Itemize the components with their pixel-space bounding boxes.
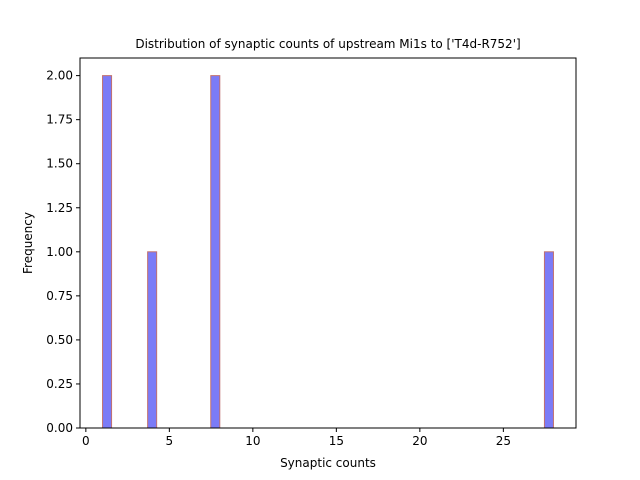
- y-tick-label: 0.50: [46, 333, 73, 347]
- x-tick-label: 5: [166, 434, 174, 448]
- chart-title: Distribution of synaptic counts of upstr…: [135, 37, 520, 51]
- x-axis-label: Synaptic counts: [280, 456, 376, 470]
- x-tick-label: 10: [245, 434, 260, 448]
- y-tick-label: 1.75: [46, 113, 73, 127]
- y-tick-label: 1.25: [46, 201, 73, 215]
- plot-frame: [79, 57, 577, 429]
- y-tick-label: 1.50: [46, 157, 73, 171]
- histogram-bar: [147, 251, 158, 429]
- y-ticks-group: 0.00 0.25 0.50 0.75 1.00 1.25 1.50 1.75 2.00: [46, 69, 80, 435]
- x-tick-label: 20: [412, 434, 427, 448]
- x-tick-label: 15: [329, 434, 344, 448]
- y-tick-label: 2.00: [46, 69, 73, 83]
- x-ticks-group: 0 5 10 15 20 25: [82, 428, 511, 448]
- y-tick-label: 1.00: [46, 245, 73, 259]
- y-tick-label: 0.25: [46, 377, 73, 391]
- x-tick-label: 25: [496, 434, 511, 448]
- y-tick-label: 0.00: [46, 421, 73, 435]
- bars-group: [102, 75, 554, 429]
- histogram-bar: [210, 75, 221, 429]
- y-tick-label: 0.75: [46, 289, 73, 303]
- x-tick-label: 0: [82, 434, 90, 448]
- histogram-bar: [543, 251, 554, 429]
- y-axis-label: Frequency: [21, 212, 35, 274]
- histogram-bar: [102, 75, 113, 429]
